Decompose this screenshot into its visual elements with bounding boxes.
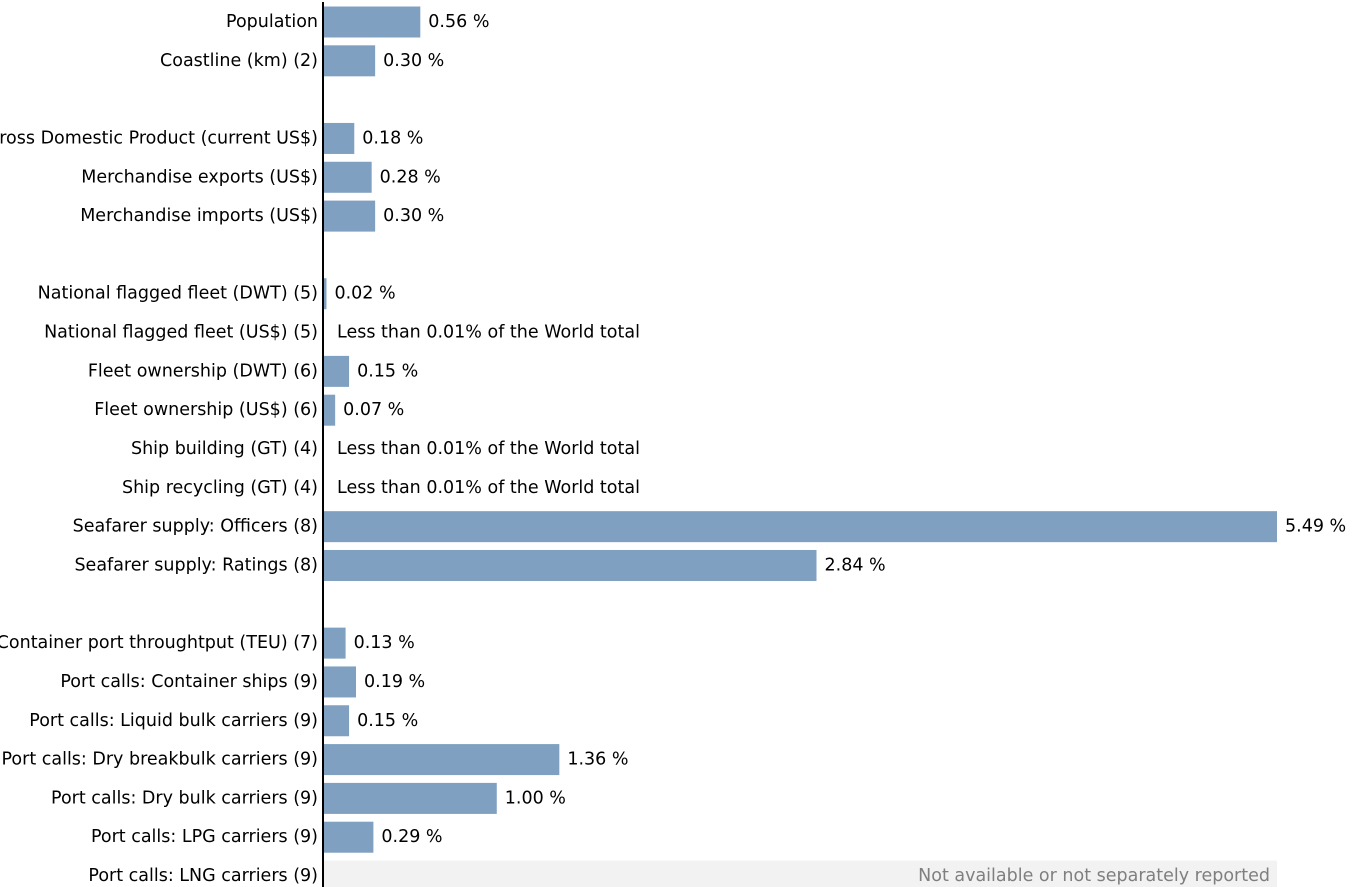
category-label: National flagged fleet (DWT) (5)	[38, 284, 318, 304]
category-label: Coastline (km) (2)	[160, 51, 318, 71]
value-label: 0.28 %	[380, 167, 441, 187]
category-label: Merchandise exports (US$)	[81, 167, 318, 187]
value-label: 0.07 %	[343, 400, 404, 420]
value-label: 0.15 %	[357, 361, 418, 381]
category-label: Merchandise imports (US$)	[80, 206, 318, 226]
category-label: Port calls: Dry bulk carriers (9)	[51, 788, 318, 808]
category-label: Ship building (GT) (4)	[131, 439, 318, 459]
bar	[323, 511, 1277, 543]
category-label: Population	[226, 12, 318, 32]
value-label: 0.30 %	[383, 206, 444, 226]
bar	[323, 666, 357, 698]
category-label: Ship recycling (GT) (4)	[122, 478, 318, 498]
value-label: 2.84 %	[825, 555, 886, 575]
category-label: Port calls: Dry breakbulk carriers (9)	[1, 750, 318, 770]
value-label: 5.49 %	[1285, 517, 1346, 537]
category-label: Seafarer supply: Ratings (8)	[74, 555, 318, 575]
value-label: 1.36 %	[567, 750, 628, 770]
value-label: 0.18 %	[362, 128, 423, 148]
bar	[323, 627, 346, 659]
bars-group	[323, 6, 1277, 887]
category-label: Fleet ownership (US$) (6)	[94, 400, 318, 420]
bar	[323, 549, 817, 581]
bar	[323, 782, 497, 814]
value-label: 1.00 %	[505, 788, 566, 808]
bar	[323, 355, 350, 387]
value-label: Less than 0.01% of the World total	[337, 439, 640, 459]
value-label: 0.13 %	[354, 633, 415, 653]
value-label: Less than 0.01% of the World total	[337, 323, 640, 343]
category-label: Port calls: LPG carriers (9)	[91, 827, 318, 847]
value-label: 0.19 %	[364, 672, 425, 692]
value-labels: 0.56 % 0.30 % 0.18 % 0.28 % 0.30 % 0.02 % Less…	[334, 12, 1346, 886]
value-label: 0.15 %	[357, 711, 418, 731]
bar	[323, 161, 372, 193]
category-label: Fleet ownership (DWT) (6)	[88, 361, 318, 381]
bar	[323, 394, 336, 426]
bar	[323, 122, 355, 154]
category-label: National flagged fleet (US$) (5)	[44, 323, 318, 343]
value-label: Less than 0.01% of the World total	[337, 478, 640, 498]
category-label: Container port throughtput (TEU) (7)	[0, 633, 318, 653]
value-label: 0.30 %	[383, 51, 444, 71]
bar	[323, 6, 421, 38]
bar	[323, 200, 376, 232]
value-label: 0.29 %	[381, 827, 442, 847]
bar	[323, 278, 327, 310]
value-label: 0.56 %	[428, 12, 489, 32]
category-label: Gross Domestic Product (current US$)	[0, 128, 318, 148]
not-available-band	[323, 860, 1277, 887]
category-label: Seafarer supply: Officers (8)	[73, 517, 318, 537]
value-label: 0.02 %	[334, 284, 395, 304]
not-available-label: Not available or not separately reported	[918, 866, 1270, 886]
category-label: Port calls: Container ships (9)	[60, 672, 318, 692]
bar	[323, 705, 350, 737]
bar	[323, 45, 376, 77]
bar	[323, 821, 374, 853]
category-label: Port calls: LNG carriers (9)	[88, 866, 318, 886]
category-label: Port calls: Liquid bulk carriers (9)	[29, 711, 318, 731]
bar	[323, 744, 560, 776]
category-labels: Population Coastline (km) (2) Gross Domest…	[0, 12, 318, 886]
